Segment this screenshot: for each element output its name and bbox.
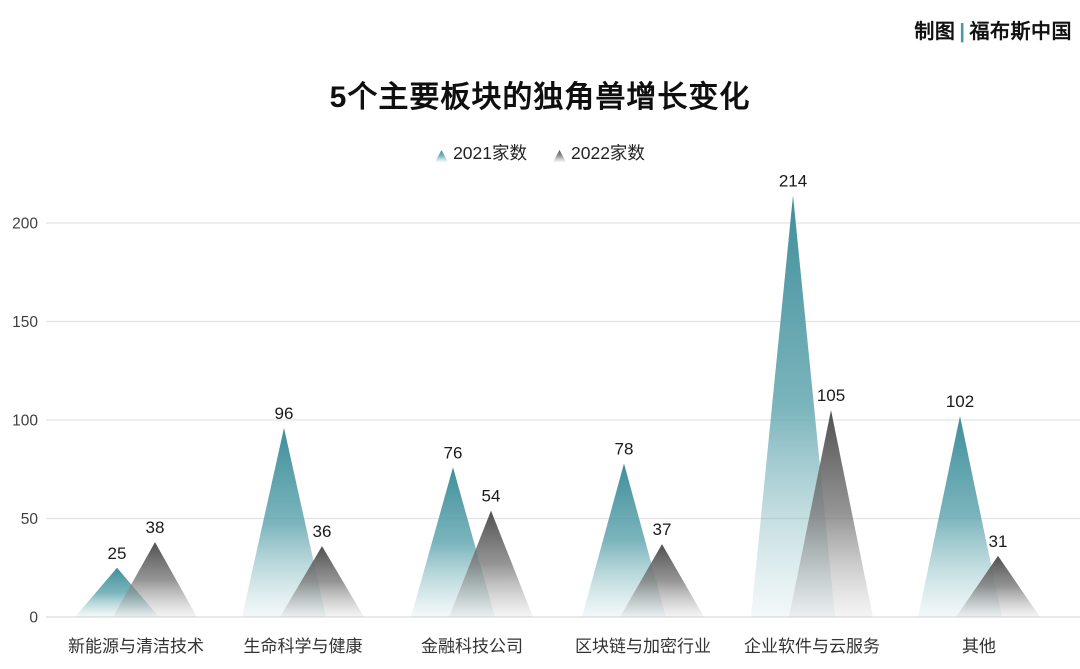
peak-2022家数-新能源与清洁技术 <box>113 542 197 617</box>
peak-2022家数-其他 <box>956 555 1040 617</box>
credit-label: 制图 <box>914 21 956 43</box>
value-label: 78 <box>615 439 634 458</box>
legend-triangle-icon <box>435 150 449 162</box>
credit-source: 福布斯中国 <box>969 21 1072 43</box>
credit: 制图 | 福布斯中国 <box>914 15 1072 44</box>
y-tick-label: 100 <box>12 413 38 430</box>
peak-2021家数-生命科学与健康 <box>242 427 326 617</box>
legend-triangle-icon <box>553 150 566 162</box>
legend-item-2022家数: 2022家数 <box>553 140 645 165</box>
category-label: 区块链与加密行业 <box>575 637 711 656</box>
value-label: 54 <box>482 487 501 506</box>
credit-separator: | <box>959 21 966 43</box>
peak-2022家数-区块链与加密行业 <box>620 544 704 617</box>
legend: 2021家数 2022家数 <box>0 140 1080 165</box>
legend-item-2021家数: 2021家数 <box>435 140 527 165</box>
value-label: 37 <box>653 520 672 539</box>
value-label: 36 <box>313 522 332 541</box>
value-label: 214 <box>779 171 807 190</box>
y-tick-label: 50 <box>21 511 39 528</box>
category-label: 生命科学与健康 <box>244 637 363 656</box>
value-label: 96 <box>275 404 294 423</box>
peak-2021家数-其他 <box>918 416 1002 617</box>
value-label: 76 <box>444 443 463 462</box>
chart-title: 5个主要板块的独角兽增长变化 <box>329 81 751 114</box>
y-tick-label: 0 <box>29 610 38 627</box>
value-label: 31 <box>989 532 1008 551</box>
y-tick-label: 150 <box>12 314 38 331</box>
value-label: 38 <box>146 518 165 537</box>
category-label: 其他 <box>962 637 996 656</box>
legend-label: 2022家数 <box>571 143 645 163</box>
peak-2022家数-生命科学与健康 <box>280 546 364 617</box>
chart-plot-area: 0 50 100 150 200 25 96 76 78 214 102 38 36 54 37 105 31 新… <box>12 171 1080 656</box>
category-label: 金融科技公司 <box>421 637 523 656</box>
category-label: 企业软件与云服务 <box>744 637 880 656</box>
peak-2022家数-金融科技公司 <box>449 510 533 617</box>
category-label: 新能源与清洁技术 <box>68 637 204 656</box>
peak-2022家数-企业软件与云服务 <box>789 410 873 617</box>
value-label: 25 <box>108 544 127 563</box>
value-label: 105 <box>817 386 845 405</box>
value-label: 102 <box>946 392 974 411</box>
y-tick-label: 200 <box>12 216 38 233</box>
legend-label: 2021家数 <box>453 143 527 163</box>
